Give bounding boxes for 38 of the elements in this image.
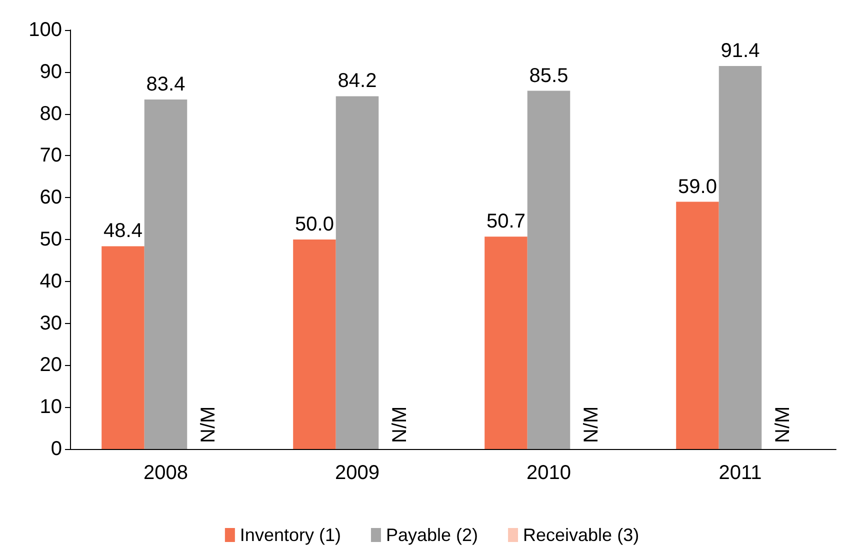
y-tick-label: 100 bbox=[28, 19, 62, 41]
y-tick-label: 50 bbox=[40, 228, 62, 250]
data-label: 84.2 bbox=[338, 70, 377, 92]
x-tick-label: 2009 bbox=[335, 462, 380, 484]
y-tick-label: 10 bbox=[40, 396, 62, 418]
x-tick-label: 2011 bbox=[718, 462, 762, 484]
x-tick-label: 2010 bbox=[526, 462, 571, 484]
legend-label: Payable (2) bbox=[386, 525, 478, 545]
data-label: 48.4 bbox=[104, 220, 142, 242]
bar bbox=[102, 246, 144, 449]
y-tick-label: 70 bbox=[40, 144, 62, 167]
data-label: 59.0 bbox=[678, 176, 717, 198]
bar bbox=[676, 202, 719, 449]
bar bbox=[718, 66, 762, 449]
y-tick-label: 20 bbox=[40, 354, 62, 376]
bar bbox=[336, 96, 379, 449]
bar bbox=[293, 240, 336, 449]
y-tick-label: 0 bbox=[50, 438, 62, 460]
data-label: 50.0 bbox=[295, 214, 334, 236]
text: N/M bbox=[772, 406, 794, 443]
text: N/M bbox=[580, 406, 603, 443]
data-label: 50.7 bbox=[486, 210, 526, 233]
y-tick-label: 30 bbox=[40, 312, 62, 334]
data-label: 83.4 bbox=[146, 74, 186, 96]
y-tick-label: 60 bbox=[40, 186, 62, 209]
data-label: 91.4 bbox=[720, 40, 760, 62]
y-tick-label: 80 bbox=[40, 102, 62, 125]
data-label: 85.5 bbox=[529, 64, 568, 87]
y-tick-label: 90 bbox=[40, 60, 62, 83]
x-tick-label: 2008 bbox=[144, 462, 188, 484]
text: N/M bbox=[389, 406, 412, 443]
legend-label: Inventory (1) bbox=[240, 525, 341, 545]
bar bbox=[484, 236, 528, 449]
text: N/M bbox=[198, 406, 220, 443]
bar bbox=[527, 90, 570, 449]
legend-label: Receivable (3) bbox=[523, 525, 640, 545]
y-tick-label: 40 bbox=[40, 270, 62, 292]
bar bbox=[144, 100, 188, 449]
